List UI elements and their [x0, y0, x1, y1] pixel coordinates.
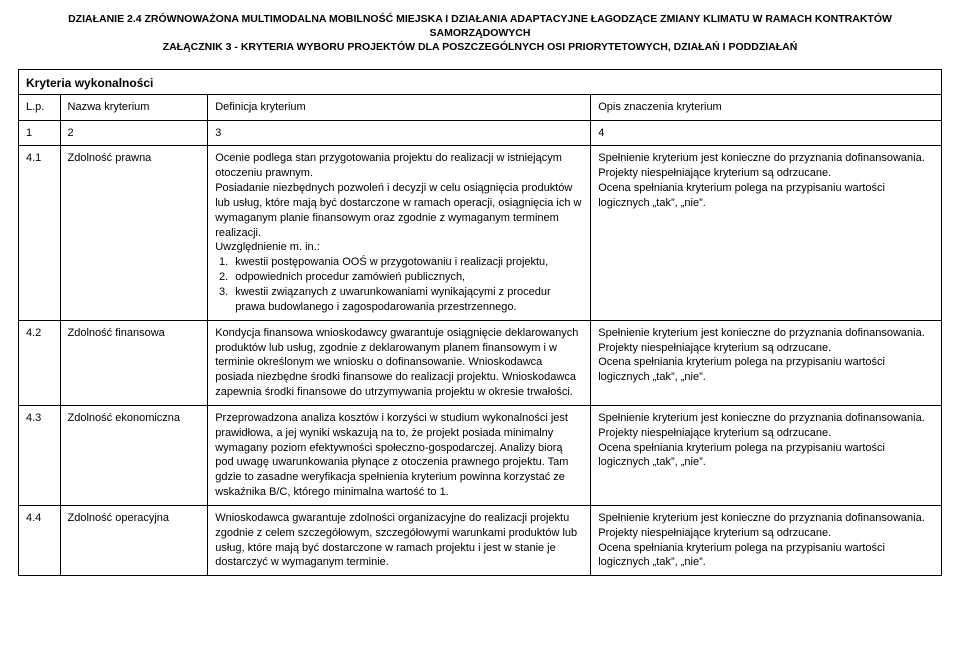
cell-lp: 4.3 [19, 405, 61, 505]
cell-def: Przeprowadzona analiza kosztów i korzyśc… [208, 405, 591, 505]
table-row: 4.2 Zdolność finansowa Kondycja finansow… [19, 320, 942, 405]
cell-name: Zdolność finansowa [60, 320, 208, 405]
list-item: odpowiednich procedur zamówień publiczny… [231, 270, 583, 285]
col-header-lp: L.p. [19, 94, 61, 120]
numrow-1: 1 [19, 120, 61, 146]
col-header-opis: Opis znaczenia kryterium [591, 94, 942, 120]
col-header-def: Definicja kryterium [208, 94, 591, 120]
heading-line-1: DZIAŁANIE 2.4 ZRÓWNOWAŻONA MULTIMODALNA … [18, 12, 942, 40]
number-row: 1 2 3 4 [19, 120, 942, 146]
header-row: L.p. Nazwa kryterium Definicja kryterium… [19, 94, 942, 120]
cell-opis: Spełnienie kryterium jest konieczne do p… [591, 405, 942, 505]
list-item: kwestii związanych z uwarunkowaniami wyn… [231, 285, 583, 315]
numrow-4: 4 [591, 120, 942, 146]
cell-opis: Spełnienie kryterium jest konieczne do p… [591, 505, 942, 575]
cell-def: Kondycja finansowa wnioskodawcy gwarantu… [208, 320, 591, 405]
cell-lp: 4.2 [19, 320, 61, 405]
numrow-2: 2 [60, 120, 208, 146]
table-row: 4.1 Zdolność prawna Ocenie podlega stan … [19, 146, 942, 320]
list-item: kwestii postępowania OOŚ w przygotowaniu… [231, 255, 583, 270]
heading-line-2: ZAŁĄCZNIK 3 - KRYTERIA WYBORU PROJEKTÓW … [18, 40, 942, 54]
cell-name: Zdolność prawna [60, 146, 208, 320]
cell-opis: Spełnienie kryterium jest konieczne do p… [591, 320, 942, 405]
cell-lp: 4.1 [19, 146, 61, 320]
table-row: 4.3 Zdolność ekonomiczna Przeprowadzona … [19, 405, 942, 505]
cell-def: Ocenie podlega stan przygotowania projek… [208, 146, 591, 320]
section-title: Kryteria wykonalności [19, 69, 942, 94]
numrow-3: 3 [208, 120, 591, 146]
def-list: kwestii postępowania OOŚ w przygotowaniu… [231, 255, 583, 314]
def-para: Ocenie podlega stan przygotowania projek… [215, 151, 583, 181]
page-heading: DZIAŁANIE 2.4 ZRÓWNOWAŻONA MULTIMODALNA … [18, 12, 942, 55]
criteria-table: Kryteria wykonalności L.p. Nazwa kryteri… [18, 69, 942, 577]
cell-opis: Spełnienie kryterium jest konieczne do p… [591, 146, 942, 320]
def-para: Uwzględnienie m. in.: [215, 240, 583, 255]
cell-def: Wnioskodawca gwarantuje zdolności organi… [208, 505, 591, 575]
cell-name: Zdolność ekonomiczna [60, 405, 208, 505]
table-row: 4.4 Zdolność operacyjna Wnioskodawca gwa… [19, 505, 942, 575]
cell-name: Zdolność operacyjna [60, 505, 208, 575]
def-para: Posiadanie niezbędnych pozwoleń i decyzj… [215, 181, 583, 240]
cell-lp: 4.4 [19, 505, 61, 575]
col-header-name: Nazwa kryterium [60, 94, 208, 120]
